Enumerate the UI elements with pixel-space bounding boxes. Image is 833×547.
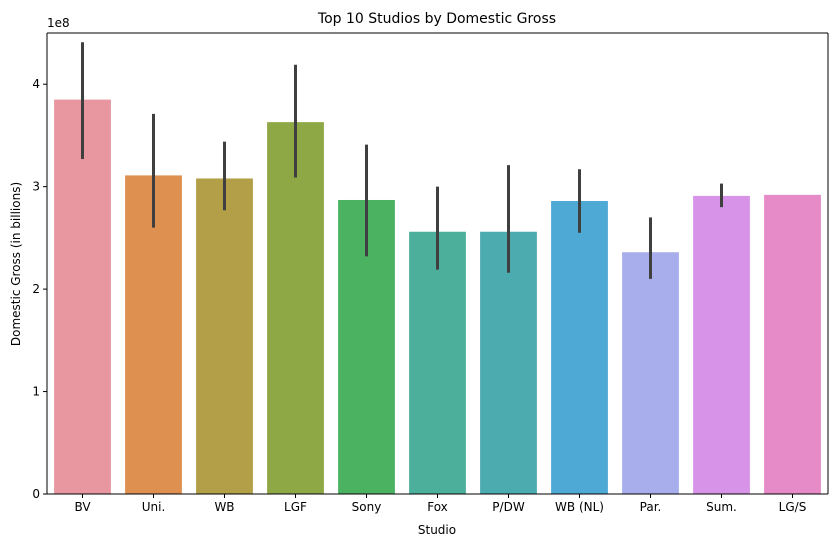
x-tick-label: Fox [427, 500, 448, 514]
y-axis-label: Domestic Gross (in billions) [9, 182, 23, 346]
x-tick-label: LGF [284, 500, 307, 514]
x-tick-label: WB (NL) [555, 500, 604, 514]
y-tick-label: 3 [32, 180, 40, 194]
y-tick-label: 1 [32, 385, 40, 399]
x-tick-label: Sum. [706, 500, 737, 514]
bar-lg-s [764, 194, 821, 494]
bar-uni [125, 175, 182, 495]
x-tick-label: Par. [640, 500, 662, 514]
y-axis-offset-label: 1e8 [47, 16, 70, 30]
bar-p-dw [480, 231, 537, 494]
x-axis-label: Studio [418, 523, 456, 537]
bar-wb-nl [551, 201, 608, 494]
bar-par [622, 252, 679, 494]
bar-lgf [267, 122, 324, 495]
bar-sum [693, 195, 750, 495]
bar-fox [409, 231, 466, 494]
y-axis-ticks: 0 1 2 3 4 [32, 77, 47, 501]
error-bars-group [81, 42, 723, 279]
bar-wb [196, 178, 253, 494]
x-tick-label: Uni. [142, 500, 166, 514]
x-tick-label: P/DW [492, 500, 525, 514]
x-tick-label: WB [214, 500, 234, 514]
chart-title: Top 10 Studios by Domestic Gross [317, 11, 556, 27]
plot-frame [46, 32, 829, 495]
y-tick-label: 4 [32, 77, 40, 91]
x-tick-label: LG/S [779, 500, 807, 514]
y-tick-label: 0 [32, 487, 40, 501]
y-tick-label: 2 [32, 282, 40, 296]
x-tick-label: BV [74, 500, 91, 514]
x-tick-label: Sony [352, 500, 382, 514]
bars-group [54, 99, 821, 495]
bar-bv [54, 99, 111, 494]
x-axis-ticks: BV Uni. WB LGF Sony Fox P/DW WB (NL) Par. Sum. LG/… [74, 494, 806, 514]
